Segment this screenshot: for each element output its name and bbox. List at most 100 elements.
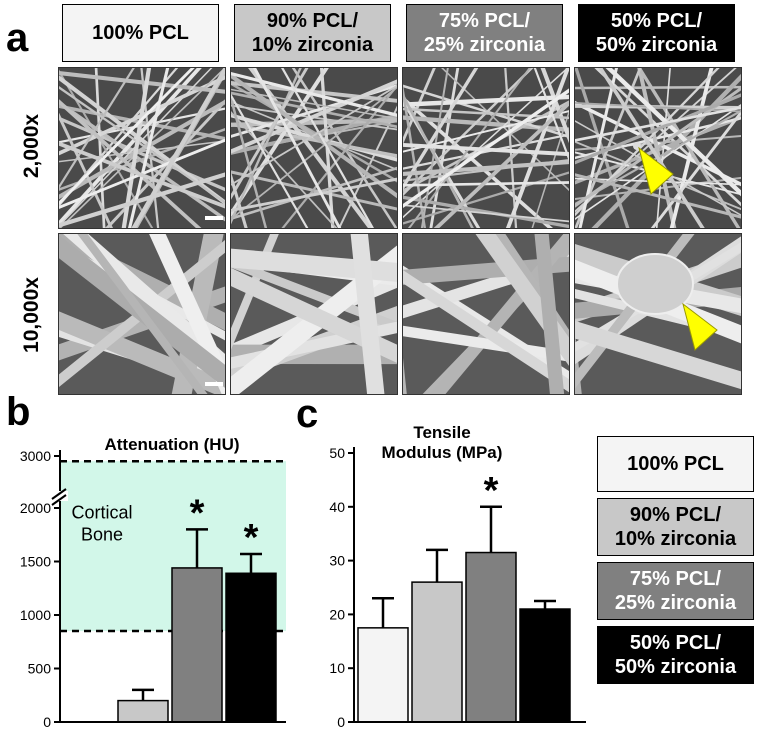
sem-image [230,233,398,395]
axis-break-gap [52,491,68,501]
chart-title: Tensile Modulus (MPa) [382,423,503,462]
fiber [598,68,705,228]
row-label-10000x: 10,000x [20,277,43,353]
sem-image [58,233,226,395]
y-tick-label: 50 [329,445,345,461]
fiber-texture [403,234,569,394]
bar [225,572,277,723]
panel-label-b: b [6,390,31,434]
fiber [575,320,741,390]
fiber [231,177,397,212]
fiber [77,234,208,394]
significance-marker: * [190,492,205,534]
panel-label-c: c [296,392,319,436]
scale-bar [205,382,223,386]
y-tick-label: 30 [329,553,345,569]
fiber [650,110,741,228]
fiber [231,166,397,221]
fiber [131,68,225,228]
fiber [59,68,195,206]
fiber [59,104,225,141]
sem-image [402,233,570,395]
fiber [575,68,630,228]
fiber [231,93,268,228]
sem-image [574,67,742,229]
y-tick-label: 10 [329,660,345,676]
fiber [231,88,397,120]
bar [117,699,169,723]
fiber [575,86,741,208]
fiber [403,181,569,187]
fiber [121,68,152,228]
y-tick-label: 3000 [20,448,51,464]
fiber [231,118,397,128]
y-tick-label: 20 [329,606,345,622]
fiber-texture [231,234,397,394]
bar [411,581,463,723]
fiber [605,68,741,197]
fiber-texture [231,68,397,228]
axis-break-mark [51,494,67,506]
panel-label-a: a [6,16,29,60]
fiber [59,75,225,206]
column-header-50pcl: 50% PCL/ 50% zirconia [578,4,735,62]
fiber [231,71,397,117]
fiber [59,68,213,227]
fiber-texture [59,234,225,394]
fiber [338,105,397,228]
fiber [59,141,225,209]
y-tick-label: 1500 [20,554,51,570]
fiber [231,122,397,158]
fiber-texture [575,234,741,394]
fiber [231,258,397,332]
arrowhead-icon [682,302,718,351]
fiber [575,85,741,90]
fiber [59,172,225,228]
fiber [575,234,695,389]
column-header-90pcl: 90% PCL/ 10% zirconia [234,4,391,62]
fiber [59,86,225,204]
y-tick-label: 2000 [20,500,51,516]
fiber [594,68,741,207]
tensile-modulus-chart: Tensile Modulus (MPa) * 0 10 20 30 40 50 [329,423,586,730]
sem-image [58,67,226,229]
fiber [403,94,569,107]
fiber [252,68,342,228]
fiber [655,68,671,228]
fiber [433,100,569,228]
fiber [575,173,741,219]
significance-marker: * [484,470,499,512]
fiber [403,204,569,223]
fiber [231,81,397,103]
column-header-100pcl: 100% PCL [62,4,219,62]
y-tick-label: 1000 [20,607,51,623]
fiber [420,68,449,228]
fiber [59,68,135,190]
fiber [403,68,436,145]
fiber [59,69,154,228]
fiber [531,109,569,228]
legend-item-100pcl: 100% PCL [597,436,754,492]
fiber [350,234,385,394]
fiber [534,234,565,394]
y-tick-label: 0 [337,714,345,730]
fiber [127,68,170,228]
fiber [231,84,397,186]
fiber [231,86,397,221]
sem-image [402,67,570,229]
legend-item-50pcl: 50% PCL/ 50% zirconia [597,626,754,684]
fiber [540,68,569,144]
fiber [403,92,474,228]
fiber [575,93,741,165]
significance-marker: * [244,517,259,559]
sem-image [574,233,742,395]
fiber [533,68,569,162]
fiber [59,100,225,222]
bar [357,627,409,723]
fiber [575,176,741,201]
fiber [59,68,225,228]
fiber [575,106,741,142]
fiber [505,68,569,228]
bar [519,608,571,723]
fiber [403,160,569,176]
